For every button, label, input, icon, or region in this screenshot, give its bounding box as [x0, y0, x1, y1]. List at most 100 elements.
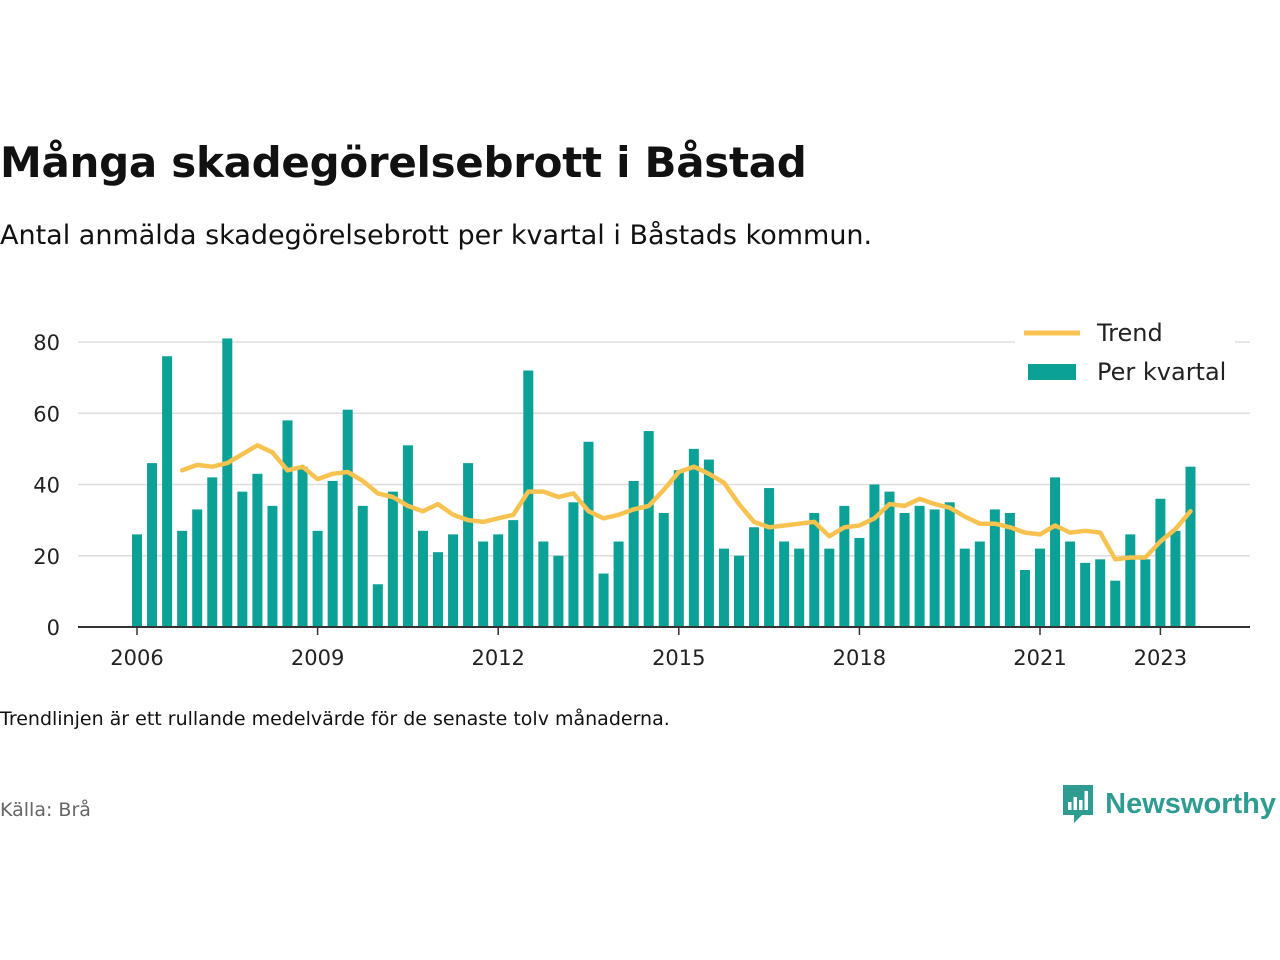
bar [583, 441, 594, 627]
bar [252, 473, 263, 627]
bar [132, 534, 142, 627]
bar [327, 480, 338, 627]
trend-line [179, 443, 1193, 562]
bar [628, 480, 639, 627]
chart-note: Trendlinjen är ett rullande medelvärde f… [0, 708, 670, 730]
chart-title: Många skadegörelsebrott i Båstad [0, 138, 807, 187]
bar [854, 537, 865, 627]
bar [1185, 466, 1196, 627]
bar [267, 505, 278, 627]
bar [779, 541, 790, 627]
bar [974, 541, 985, 627]
bar-line-chart: 0 20 40 60 80 2006 2009 2012 2015 2018 2021 2023 T… [33, 316, 1250, 670]
bar [523, 370, 534, 627]
bar [1004, 513, 1015, 627]
bar [282, 420, 293, 627]
legend: Trend Per kvartal [1015, 316, 1235, 394]
bar [463, 463, 474, 627]
bar [1155, 498, 1166, 627]
bar [688, 448, 699, 627]
legend-bar-label: Per kvartal [1097, 358, 1226, 386]
source-credit: Källa: Brå [0, 799, 91, 821]
bar [884, 491, 895, 627]
newsworthy-logo-icon [1063, 785, 1094, 823]
bar [237, 491, 248, 627]
bar [734, 555, 744, 627]
bar [177, 530, 188, 627]
x-tick-label: 2023 [1134, 646, 1187, 670]
bar [869, 484, 880, 627]
bar [914, 505, 925, 627]
bar [809, 513, 820, 627]
bar [448, 534, 459, 627]
bar [508, 520, 519, 627]
x-tick-label: 2009 [291, 646, 344, 670]
bar [598, 573, 609, 627]
bar [944, 502, 955, 627]
y-tick-label: 0 [47, 616, 60, 640]
bar [1170, 530, 1181, 627]
y-tick-label: 40 [33, 474, 60, 498]
bar [1095, 559, 1106, 627]
newsworthy-logo-text: Newsworthy [1105, 787, 1276, 820]
bar [222, 338, 233, 627]
bar [553, 555, 564, 627]
bar [794, 548, 805, 627]
bar [1035, 548, 1045, 627]
bar [538, 541, 549, 627]
chart-subtitle: Antal anmälda skadegörelsebrott per kvar… [0, 220, 873, 251]
bar [613, 541, 624, 627]
bar [1110, 580, 1121, 627]
x-axis-ticks: 2006 2009 2012 2015 2018 2021 2023 [110, 627, 1187, 670]
bar [493, 534, 504, 627]
bar [342, 409, 353, 627]
bar [433, 552, 443, 627]
bar [929, 509, 940, 627]
bar [764, 488, 775, 627]
x-tick-label: 2015 [652, 646, 705, 670]
bar [568, 502, 579, 627]
bar [478, 541, 489, 627]
newsworthy-logo: Newsworthy [1061, 783, 1276, 825]
bar [658, 513, 669, 627]
bar [357, 505, 368, 627]
bar [387, 491, 398, 627]
y-tick-label: 20 [33, 545, 60, 569]
legend-trend-label: Trend [1096, 319, 1163, 347]
bar-series [132, 338, 1196, 627]
y-tick-label: 60 [33, 402, 60, 426]
bar [959, 548, 970, 627]
bar [718, 548, 729, 627]
x-tick-label: 2012 [471, 646, 524, 670]
bar [417, 530, 428, 627]
bar [749, 527, 760, 627]
x-tick-label: 2021 [1013, 646, 1066, 670]
bar [824, 548, 835, 627]
bar [1050, 477, 1061, 627]
bar [207, 477, 218, 627]
bar [989, 509, 1000, 627]
bar [899, 513, 910, 627]
bar [147, 463, 158, 627]
bar [673, 470, 684, 627]
bar [643, 431, 654, 627]
legend-bar-swatch [1028, 364, 1076, 380]
y-tick-label: 80 [33, 331, 60, 355]
x-tick-label: 2006 [110, 646, 163, 670]
bar [1019, 570, 1030, 627]
bar [703, 459, 714, 627]
bar [162, 356, 173, 627]
bar [312, 530, 323, 627]
bar [192, 509, 203, 627]
bar [372, 584, 383, 627]
bar [1080, 562, 1091, 627]
bar [839, 505, 850, 627]
bar [297, 466, 308, 627]
bar [1125, 534, 1136, 627]
legend-background [1015, 316, 1235, 394]
bar [1065, 541, 1076, 627]
y-axis-ticks: 0 20 40 60 80 [33, 331, 60, 640]
x-tick-label: 2018 [833, 646, 886, 670]
bar [402, 445, 413, 627]
bar [1140, 559, 1151, 627]
